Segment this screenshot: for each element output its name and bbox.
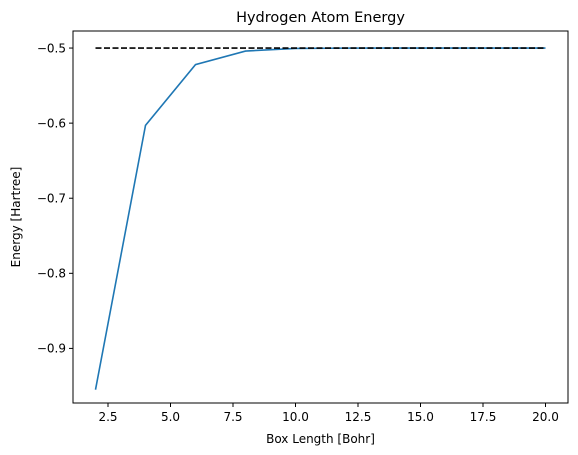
y-axis: −0.9 −0.8 −0.7 −0.6 −0.5 <box>37 41 73 356</box>
x-tick-label: 15.0 <box>407 410 434 424</box>
y-axis-label: Energy [Hartree] <box>9 167 23 268</box>
y-tick-label: −0.5 <box>37 41 66 55</box>
x-axis-label: Box Length [Bohr] <box>266 432 375 446</box>
x-tick-label: 7.5 <box>223 410 242 424</box>
y-tick-label: −0.6 <box>37 116 66 130</box>
x-axis: 2.5 5.0 7.5 10.0 12.5 15.0 17.5 20.0 <box>98 403 559 424</box>
x-tick-label: 20.0 <box>532 410 559 424</box>
y-tick-label: −0.9 <box>37 342 66 356</box>
x-tick-label: 2.5 <box>98 410 117 424</box>
plot-area <box>94 47 546 390</box>
x-tick-label: 12.5 <box>345 410 372 424</box>
y-tick-label: −0.7 <box>37 192 66 206</box>
chart-title: Hydrogen Atom Energy <box>236 10 405 26</box>
plot-frame <box>72 30 569 404</box>
x-tick-label: 17.5 <box>470 410 497 424</box>
x-tick-label: 5.0 <box>161 410 180 424</box>
x-tick-label: 10.0 <box>282 410 309 424</box>
y-tick-label: −0.8 <box>37 267 66 281</box>
series-line <box>94 47 546 390</box>
